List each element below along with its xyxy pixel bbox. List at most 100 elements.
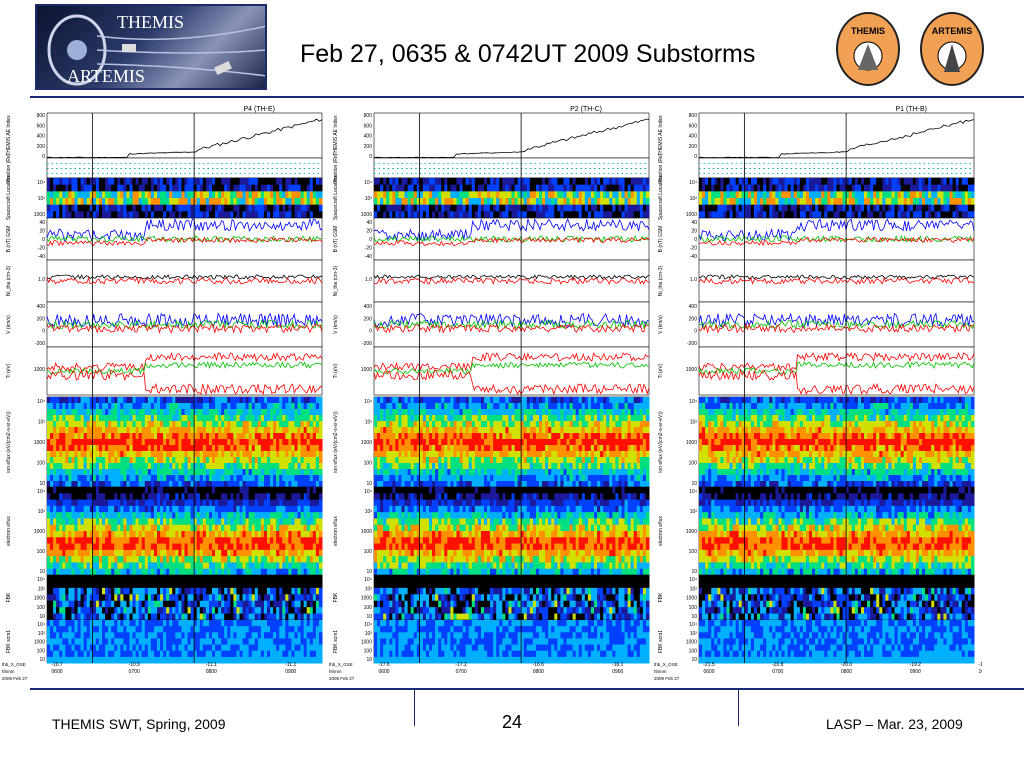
spectrogram-cell xyxy=(285,656,289,664)
spectrogram-cell xyxy=(221,439,225,446)
spectrogram-cell xyxy=(230,493,234,501)
spectrogram-cell xyxy=(215,575,219,582)
spectrogram-cell xyxy=(267,493,271,501)
spectrogram-cell xyxy=(318,451,323,458)
spectrogram-cell xyxy=(260,581,265,589)
y-tick-label: 0 xyxy=(42,237,45,243)
spectrogram-cell xyxy=(175,543,179,551)
spectrogram-cell xyxy=(166,184,170,192)
spectrogram-cell xyxy=(86,613,91,621)
spectrogram-cell xyxy=(205,594,210,602)
spectrogram-cell xyxy=(108,620,112,627)
spectrogram-cell xyxy=(190,481,195,488)
spectrogram-cell xyxy=(242,587,247,595)
spectrogram-cell xyxy=(218,638,222,646)
spectrogram-cell xyxy=(68,463,72,470)
spectrogram-cell xyxy=(47,531,51,538)
spectrogram-cell xyxy=(68,620,72,627)
spectrogram-cell xyxy=(65,487,69,494)
position-dot xyxy=(383,168,385,169)
spectrogram-cell xyxy=(123,638,127,646)
spectrogram-cell xyxy=(53,587,57,595)
spectrogram-cell xyxy=(92,632,97,639)
spectrogram-cell xyxy=(153,439,158,446)
spectrogram-cell xyxy=(50,594,54,602)
spectrogram-cell xyxy=(111,594,115,602)
spectrogram-cell xyxy=(315,178,320,186)
spectrogram-cell xyxy=(227,575,231,582)
spectrogram-cell xyxy=(68,487,72,494)
spectrogram-cell xyxy=(108,505,112,513)
spectrogram-cell xyxy=(74,415,79,422)
spectrogram-cell xyxy=(193,427,198,434)
spectrogram-cell xyxy=(178,421,182,428)
spectrogram-cell xyxy=(56,531,60,538)
position-dot xyxy=(170,173,173,174)
spectrogram-cell xyxy=(138,537,143,545)
spectrogram-cell xyxy=(202,475,207,482)
spectrogram-cell xyxy=(401,184,406,192)
spectrogram-cell xyxy=(386,184,390,192)
spectrogram-cell xyxy=(190,184,195,192)
spectrogram-cell xyxy=(150,421,155,428)
spectrogram-cell xyxy=(236,403,240,410)
spectrogram-cell xyxy=(74,178,79,186)
spectrogram-cell xyxy=(254,644,259,652)
spectrogram-cell xyxy=(169,518,173,526)
spectrogram-cell xyxy=(260,638,265,646)
spectrogram-cell xyxy=(242,512,247,519)
spectrogram-cell xyxy=(245,204,250,212)
spectrogram-cell xyxy=(233,178,237,186)
spectrogram-cell xyxy=(236,644,240,652)
spectrogram-cell xyxy=(260,397,265,404)
spectrogram-cell xyxy=(80,191,85,199)
spectrogram-cell xyxy=(95,562,100,570)
spectrogram-cell xyxy=(144,433,149,440)
spectrogram-cell xyxy=(50,421,54,428)
spectrogram-cell xyxy=(62,198,66,206)
spectrogram-cell xyxy=(132,198,137,206)
spectrogram-cell xyxy=(294,638,299,646)
position-dot xyxy=(69,163,72,164)
spectrogram-cell xyxy=(144,475,149,482)
spectrogram-cell xyxy=(193,587,198,595)
spectrogram-cell xyxy=(300,191,305,199)
spectrogram-cell xyxy=(199,632,204,639)
spectrogram-cell xyxy=(288,600,292,608)
spectrogram-cell xyxy=(147,493,152,501)
spectrogram-cell xyxy=(315,607,320,615)
spectrogram-cell xyxy=(98,421,103,428)
spectrogram-cell xyxy=(187,600,192,608)
spectrogram-cell xyxy=(120,421,124,428)
spectrogram-cell xyxy=(138,403,143,410)
spectrogram-cell xyxy=(248,543,253,551)
spectrogram-cell xyxy=(117,568,121,576)
spectrogram-cell xyxy=(105,613,109,621)
position-dot xyxy=(433,168,436,169)
y-tick-label: 10² xyxy=(38,631,46,637)
spectrogram-cell xyxy=(224,415,228,422)
spectrogram-cell xyxy=(257,499,262,507)
spectrogram-cell xyxy=(150,531,155,538)
spectrogram-cell xyxy=(282,556,286,563)
spectrogram-cell xyxy=(251,543,256,551)
spectrogram-cell xyxy=(395,178,399,186)
spectrogram-cell xyxy=(227,581,231,589)
spectrogram-cell xyxy=(212,198,216,206)
spectrogram-cell xyxy=(141,650,146,658)
spectrogram-cell xyxy=(230,463,234,470)
position-dot xyxy=(571,173,573,174)
spectrogram-cell xyxy=(306,632,311,639)
spectrogram-cell xyxy=(172,650,176,658)
spectrogram-cell xyxy=(242,562,247,570)
spectrogram-cell xyxy=(202,626,207,633)
spectrogram-cell xyxy=(111,600,115,608)
spectrogram-cell xyxy=(270,581,274,589)
spectrogram-cell xyxy=(239,512,244,519)
spectrogram-cell xyxy=(50,626,54,633)
spectrogram-cell xyxy=(132,531,137,538)
spectrogram-cell xyxy=(187,178,192,186)
spectrogram-cell xyxy=(221,178,225,186)
spectrogram-cell xyxy=(153,543,158,551)
spectrogram-cell xyxy=(95,421,100,428)
